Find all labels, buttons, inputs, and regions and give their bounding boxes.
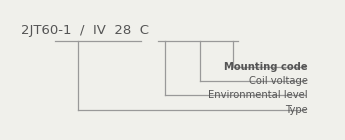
- Text: Mounting code: Mounting code: [224, 62, 308, 73]
- Text: 2JT60-1  /  IV  28  C: 2JT60-1 / IV 28 C: [21, 24, 149, 37]
- Text: Coil voltage: Coil voltage: [249, 76, 308, 87]
- Text: Environmental level: Environmental level: [208, 90, 308, 101]
- Text: Type: Type: [285, 104, 308, 115]
